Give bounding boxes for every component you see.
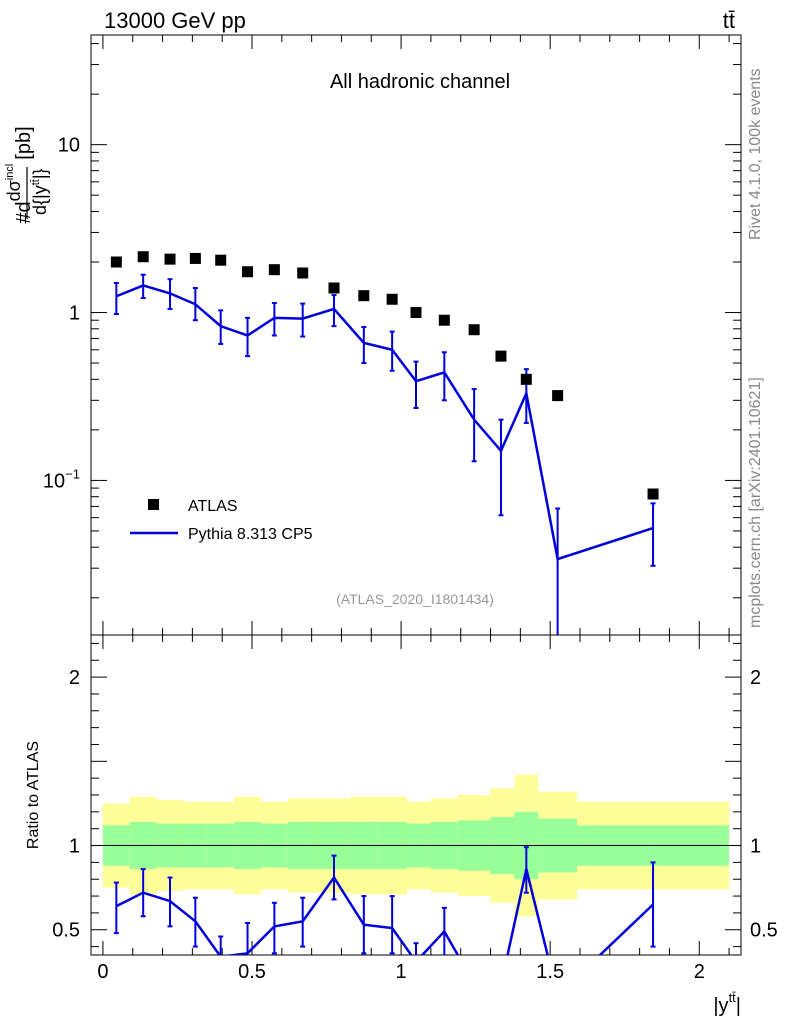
legend-marker-atlas [148, 499, 159, 510]
y-label-denominator: d{|y [30, 185, 50, 215]
atlas-data-point [189, 252, 201, 264]
ratio-axis-ticks [91, 635, 741, 955]
atlas-data-point [552, 390, 564, 402]
main-y-tick-label-base: 1 [69, 303, 80, 325]
atlas-data-point [110, 256, 122, 268]
ratio-y-tick-labels: 0.5 0.5 1 1 2 2 [52, 667, 778, 942]
ratio-data-marks [113, 846, 656, 955]
plot-title: All hadronic channel [330, 71, 510, 93]
atlas-data-point [137, 251, 149, 263]
x-tick-label: 2 [694, 961, 705, 983]
analysis-watermark: (ATLAS_2020_I1801434) [336, 591, 494, 607]
main-y-tick-label: 10−1 [43, 466, 80, 492]
y-label-numerator-sup: incl [4, 164, 16, 181]
rivet-version-label: Rivet 4.1.0, 100k events [747, 68, 764, 240]
main-data-marks [110, 251, 659, 635]
ratio-x-tick-labels: 0 0.5 1 1.5 2 [97, 961, 704, 983]
main-axis-ticks [91, 35, 741, 635]
main-y-tick-label-base: 10 [58, 135, 80, 157]
atlas-data-point [268, 264, 280, 276]
atlas-data-point [386, 293, 398, 305]
x-label-tail: | [736, 995, 741, 1017]
x-tick-label: 1.5 [536, 961, 564, 983]
x-label-sup: tt̄ [729, 990, 737, 1005]
main-plot-frame [90, 34, 742, 636]
ratio-y-tick-label-left: 0.5 [52, 920, 80, 942]
atlas-data-point [358, 290, 370, 302]
main-y-axis-label-text: #ddσincl [pb] [4, 126, 35, 223]
x-axis-label: |ytt̄| [713, 990, 741, 1017]
main-y-tick-label-exp: −1 [65, 466, 80, 481]
x-tick-label: 0 [97, 961, 108, 983]
ratio-y-axis-label: Ratio to ATLAS [25, 741, 42, 849]
atlas-data-point [328, 282, 340, 294]
ratio-panel: 0.5 0.5 1 1 2 2 0 0.5 1 1.5 2 Ratio to ATLAS |ytt… [25, 634, 778, 1017]
atlas-data-point [242, 266, 254, 278]
ratio-pythia-line [115, 868, 654, 955]
main-y-tick-label: 10 [58, 135, 80, 157]
energy-label: 13000 GeV pp [104, 8, 246, 33]
y-label-denominator-tail: |} [30, 168, 50, 179]
ratio-y-tick-label-right: 0.5 [750, 920, 778, 942]
x-tick-label: 0.5 [238, 961, 266, 983]
ratio-uncertainty-bands [91, 774, 741, 917]
atlas-data-point [410, 307, 422, 319]
ratio-y-tick-label-right: 1 [750, 836, 761, 858]
legend-label-pythia: Pythia 8.313 CP5 [188, 526, 313, 543]
main-y-tick-label: 1 [69, 303, 80, 325]
pythia-line [115, 284, 654, 561]
y-label-numerator: dσ [4, 180, 24, 201]
ratio-plot-frame [90, 634, 742, 956]
x-tick-label: 1 [396, 961, 407, 983]
source-label: mcplots.cern.ch [arXiv:2401.10621] [747, 377, 764, 628]
atlas-data-point [520, 373, 532, 385]
ratio-y-tick-label-right: 2 [750, 667, 761, 689]
atlas-data-point [215, 254, 227, 266]
ratio-y-tick-label-left: 2 [69, 667, 80, 689]
main-y-axis-label: #ddσincl [pb] d{|ytt̄|} [4, 126, 50, 223]
main-y-tick-label-base: 10 [43, 470, 65, 492]
atlas-data-point [438, 314, 450, 326]
y-label-prefix: #d [13, 201, 35, 223]
atlas-data-point [164, 253, 176, 265]
x-label-base: |y [713, 995, 728, 1017]
y-label-unit: [pb] [13, 126, 35, 159]
atlas-data-point [468, 324, 480, 336]
legend: ATLAS Pythia 8.313 CP5 [130, 498, 313, 543]
legend-label-atlas: ATLAS [188, 498, 238, 515]
process-label: tt̄ [723, 8, 735, 33]
atlas-data-point [297, 267, 309, 279]
ratio-clipped-group [113, 846, 656, 955]
y-label-denominator-text: d{|ytt̄|} [30, 168, 50, 215]
atlas-data-point [647, 488, 659, 500]
y-label-denominator-sup: tt̄ [30, 179, 42, 185]
ratio-y-tick-label-left: 1 [69, 836, 80, 858]
atlas-data-point [495, 350, 507, 362]
